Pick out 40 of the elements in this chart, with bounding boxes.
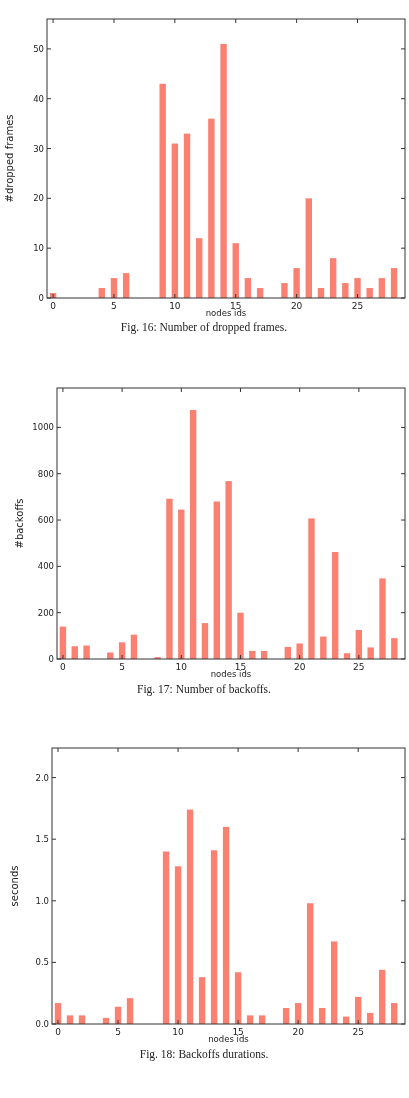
x-tick-label: 25 bbox=[352, 1027, 364, 1037]
y-tick-label: 1.0 bbox=[35, 895, 49, 906]
x-axis-title: nodes ids bbox=[208, 1034, 250, 1044]
y-tick-label: 1000 bbox=[32, 422, 54, 433]
y-tick-label: 40 bbox=[33, 93, 44, 104]
x-tick-label: 10 bbox=[169, 301, 181, 311]
caption: Fig. 17: Number of backoffs. bbox=[137, 683, 272, 696]
x-tick-label: 5 bbox=[115, 1027, 121, 1037]
y-axis-title: #backoffs bbox=[14, 498, 25, 549]
y-tick-label: 600 bbox=[37, 515, 54, 526]
y-tick-label: 10 bbox=[33, 243, 44, 254]
y-tick-label: 30 bbox=[33, 143, 44, 154]
y-tick-label: 400 bbox=[37, 561, 54, 572]
y-tick-label: 1.5 bbox=[35, 834, 49, 845]
x-tick-label: 10 bbox=[175, 662, 188, 672]
y-tick-label: 20 bbox=[33, 193, 44, 204]
caption: Fig. 16: Number of dropped frames. bbox=[120, 321, 288, 334]
y-tick-label: 0 bbox=[48, 654, 54, 664]
y-tick-label: 0 bbox=[38, 293, 44, 303]
y-tick-label: 0.0 bbox=[35, 1019, 49, 1029]
x-tick-label: 10 bbox=[172, 1027, 185, 1037]
x-tick-label: 5 bbox=[119, 662, 125, 672]
y-tick-label: 800 bbox=[37, 468, 54, 479]
x-tick-label: 0 bbox=[55, 1027, 62, 1037]
x-tick-label: 20 bbox=[293, 662, 306, 672]
y-tick-label: 200 bbox=[37, 607, 54, 618]
x-tick-label: 25 bbox=[353, 662, 365, 672]
x-axis-title: nodes ids bbox=[210, 669, 252, 679]
y-axis-title: #dropped frames bbox=[4, 114, 15, 203]
y-tick-label: 2.0 bbox=[35, 772, 49, 783]
x-tick-label: 25 bbox=[351, 301, 364, 311]
y-tick-label: 50 bbox=[33, 43, 44, 54]
x-axis-title: nodes ids bbox=[205, 308, 247, 318]
y-tick-label: 0.5 bbox=[35, 957, 49, 968]
x-tick-label: 5 bbox=[111, 301, 117, 311]
y-axis-title: seconds bbox=[9, 865, 20, 907]
caption: Fig. 18: Backoffs durations. bbox=[139, 1048, 269, 1061]
x-tick-label: 20 bbox=[292, 1027, 305, 1037]
x-tick-label: 20 bbox=[290, 301, 303, 311]
x-tick-label: 0 bbox=[60, 662, 67, 672]
